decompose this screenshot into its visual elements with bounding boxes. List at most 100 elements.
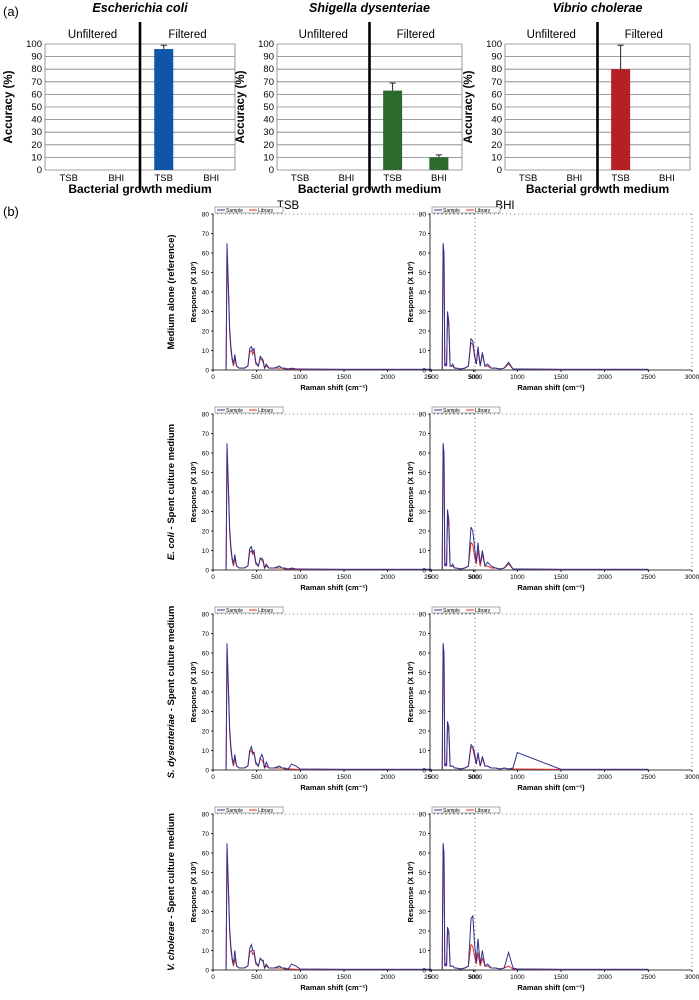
y-tick-label: 50 bbox=[202, 270, 210, 277]
y-tick-label: 80 bbox=[491, 64, 502, 75]
x-axis-label: Raman shift (cm⁻¹) bbox=[517, 383, 585, 392]
legend-label-sample: Sample bbox=[443, 408, 460, 414]
y-tick-label: 80 bbox=[31, 64, 42, 75]
y-tick-label: 10 bbox=[202, 948, 210, 955]
y-tick-label: 30 bbox=[419, 709, 427, 716]
series-line-sample bbox=[225, 643, 432, 771]
x-tick-label: 3000 bbox=[468, 574, 483, 581]
y-tick-label: 70 bbox=[202, 831, 210, 838]
x-tick-label: 2500 bbox=[641, 574, 656, 581]
x-tick-label: 500 bbox=[251, 774, 262, 781]
series-line-library bbox=[225, 650, 432, 771]
y-tick-label: 0 bbox=[422, 568, 426, 575]
y-tick-label: 100 bbox=[486, 39, 502, 50]
bar bbox=[429, 157, 449, 170]
row-label-species: S. dysenteriae bbox=[166, 713, 177, 778]
legend: Sample Library bbox=[431, 406, 501, 414]
y-tick-label: 40 bbox=[263, 115, 274, 126]
y-tick-label: 60 bbox=[419, 251, 427, 258]
y-tick-label: 20 bbox=[263, 140, 274, 151]
y-tick-label: 50 bbox=[419, 670, 427, 677]
x-tick-label: 500 bbox=[251, 574, 262, 581]
y-tick-label: 70 bbox=[202, 231, 210, 238]
legend-label-sample: Sample bbox=[226, 608, 243, 614]
series-line-library bbox=[441, 447, 649, 571]
x-tick-label: TSB bbox=[291, 173, 309, 184]
x-tick-label: TSB bbox=[383, 173, 401, 184]
y-tick-label: 30 bbox=[491, 127, 502, 138]
x-axis-label: Raman shift (cm⁻¹) bbox=[300, 583, 368, 592]
bar-chart-title: Escherichia coli bbox=[92, 1, 188, 15]
y-tick-label: 70 bbox=[419, 431, 427, 438]
x-tick-label: 2500 bbox=[424, 374, 439, 381]
x-tick-label: 2000 bbox=[380, 774, 395, 781]
y-tick-label: 70 bbox=[263, 77, 274, 88]
legend-label-sample: Sample bbox=[226, 408, 243, 414]
y-tick-label: 0 bbox=[205, 368, 209, 375]
y-axis-label: Response (X 10³) bbox=[189, 461, 198, 522]
series-line-library bbox=[441, 647, 649, 771]
y-tick-label: 60 bbox=[263, 89, 274, 100]
y-tick-label: 70 bbox=[31, 77, 42, 88]
series-line-library bbox=[441, 247, 649, 371]
y-tick-label: 40 bbox=[419, 690, 427, 697]
x-tick-label: 2000 bbox=[597, 374, 612, 381]
x-tick-label: 3000 bbox=[468, 974, 483, 981]
y-tick-label: 60 bbox=[491, 89, 502, 100]
x-axis-label: Bacterial growth medium bbox=[68, 182, 211, 196]
legend: Sample Library bbox=[431, 606, 501, 614]
series-line-library bbox=[225, 850, 432, 971]
y-tick-label: 10 bbox=[419, 348, 427, 355]
y-tick-label: 20 bbox=[202, 929, 210, 936]
y-tick-label: 40 bbox=[202, 490, 210, 497]
x-tick-label: 2500 bbox=[424, 774, 439, 781]
x-tick-label: 2500 bbox=[641, 974, 656, 981]
legend-label-library: Library bbox=[475, 208, 491, 214]
y-tick-label: 80 bbox=[202, 212, 210, 219]
x-tick-label: 500 bbox=[468, 374, 479, 381]
x-axis-label: Raman shift (cm⁻¹) bbox=[517, 983, 585, 992]
x-tick-label: 1500 bbox=[337, 974, 352, 981]
legend-label-library: Library bbox=[475, 608, 491, 614]
y-tick-label: 10 bbox=[419, 548, 427, 555]
x-tick-label: 0 bbox=[211, 374, 215, 381]
x-tick-label: 0 bbox=[211, 974, 215, 981]
y-tick-label: 80 bbox=[202, 612, 210, 619]
x-tick-label: 0 bbox=[428, 974, 432, 981]
x-tick-label: TSB bbox=[519, 173, 537, 184]
bar bbox=[611, 69, 631, 170]
bar-charts: Escherichia coli0102030405060708090100Ac… bbox=[3, 1, 691, 196]
group-label-filtered: Filtered bbox=[168, 29, 206, 41]
x-tick-label: 2500 bbox=[641, 774, 656, 781]
y-tick-label: 0 bbox=[422, 368, 426, 375]
y-tick-label: 60 bbox=[202, 251, 210, 258]
y-tick-label: 20 bbox=[419, 529, 427, 536]
y-tick-label: 20 bbox=[202, 729, 210, 736]
y-axis-label: Response (X 10³) bbox=[406, 861, 415, 922]
row-label: V. cholerae - Spent culture medium bbox=[166, 813, 177, 971]
y-tick-label: 80 bbox=[419, 212, 427, 219]
y-tick-label: 20 bbox=[202, 529, 210, 536]
y-tick-label: 20 bbox=[419, 929, 427, 936]
y-tick-label: 20 bbox=[491, 140, 502, 151]
series-line-sample bbox=[225, 243, 432, 371]
y-tick-label: 0 bbox=[497, 165, 502, 176]
y-tick-label: 0 bbox=[269, 165, 274, 176]
x-tick-label: 1000 bbox=[293, 974, 308, 981]
y-tick-label: 40 bbox=[202, 290, 210, 297]
x-tick-label: 0 bbox=[428, 374, 432, 381]
legend: Sample Library bbox=[214, 206, 284, 214]
y-tick-label: 30 bbox=[202, 509, 210, 516]
y-tick-label: 80 bbox=[263, 64, 274, 75]
x-tick-label: 500 bbox=[468, 974, 479, 981]
panel-label-a: (a) bbox=[3, 4, 19, 19]
y-tick-label: 70 bbox=[419, 831, 427, 838]
y-axis-label: Response (X 10³) bbox=[189, 861, 198, 922]
x-tick-label: 1500 bbox=[554, 574, 569, 581]
series-line-library bbox=[441, 847, 649, 971]
y-tick-label: 50 bbox=[419, 870, 427, 877]
